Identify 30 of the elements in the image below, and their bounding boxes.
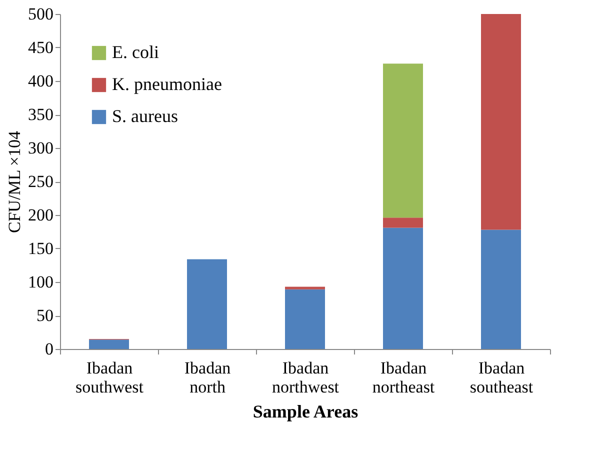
y-axis-title: CFU/ML ×104 — [5, 130, 24, 233]
y-tick-label: 400 — [28, 72, 54, 90]
x-axis-title: Sample Areas — [252, 402, 358, 422]
y-tick-label: 100 — [28, 272, 54, 292]
y-tick-label: 500 — [28, 4, 54, 24]
legend-label: S. aureus — [112, 106, 178, 126]
y-tick-label: 0 — [45, 340, 54, 358]
y-tick-label: 300 — [28, 138, 54, 158]
bar — [285, 286, 325, 290]
x-tick-label: Ibadan southeast — [470, 358, 534, 396]
bar — [89, 340, 129, 349]
y-tick-label: 350 — [28, 105, 54, 124]
x-tick-label: Ibadan northeast — [372, 358, 435, 396]
y-tick-label: 450 — [28, 38, 54, 57]
bar — [481, 14, 521, 230]
bar — [187, 259, 227, 349]
y-tick-label: 150 — [28, 239, 54, 258]
y-tick-label: 200 — [28, 206, 54, 224]
bar — [383, 228, 423, 349]
x-tick-label: Ibadan north — [184, 358, 232, 396]
y-tick-label: 50 — [36, 306, 54, 325]
bar — [481, 230, 521, 349]
legend-label: E. coli — [112, 42, 159, 62]
bar — [285, 289, 325, 349]
x-tick-label: Ibadan northwest — [272, 358, 340, 396]
x-tick-label: Ibadan southwest — [76, 358, 144, 396]
bar — [383, 64, 423, 218]
legend-label: K. pneumoniae — [112, 74, 222, 94]
y-tick-label: 250 — [28, 172, 54, 191]
bar — [383, 218, 423, 228]
